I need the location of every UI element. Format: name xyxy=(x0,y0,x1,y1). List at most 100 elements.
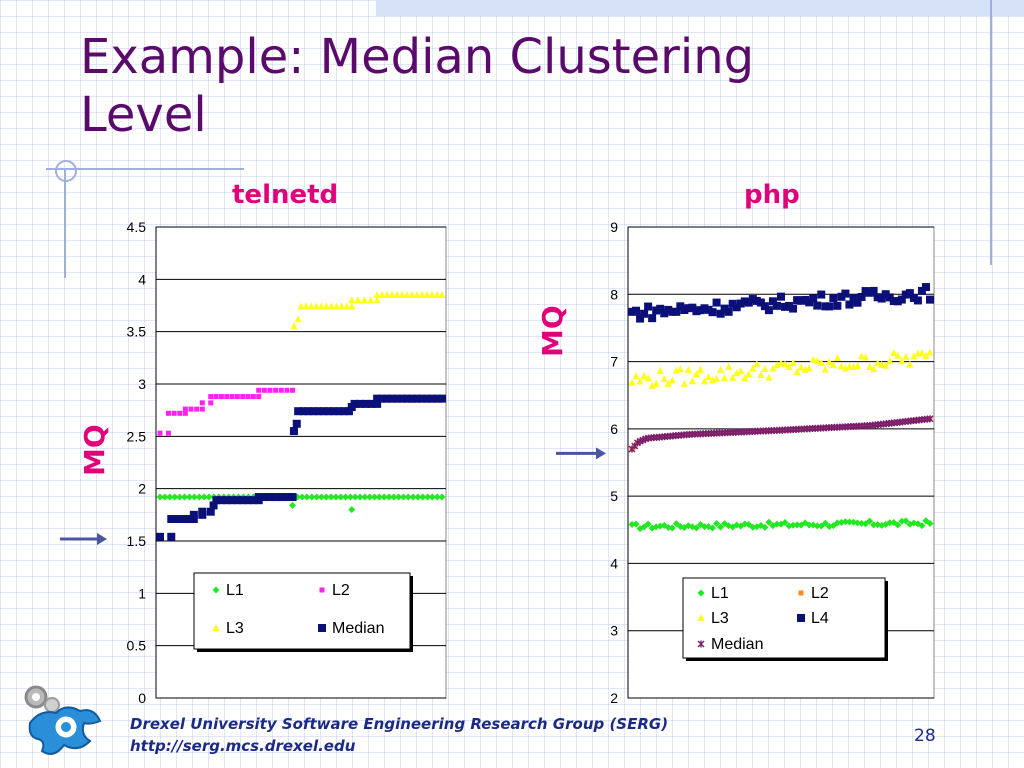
php-l3-point xyxy=(733,369,741,377)
php-l4-point xyxy=(656,304,665,313)
php-l3-point xyxy=(761,364,769,372)
php-l3-point xyxy=(878,360,886,368)
php-l3-point xyxy=(676,365,684,373)
php-l4-point xyxy=(720,304,729,313)
php-l3-point xyxy=(632,372,640,380)
telnetd-l1-point xyxy=(409,493,417,501)
php-l4-point xyxy=(841,289,850,298)
php-y-tick-label: 8 xyxy=(610,286,618,302)
telnetd-l1-point xyxy=(399,493,407,501)
php-y-tick-label: 7 xyxy=(610,354,618,370)
telnetd-l2-point xyxy=(250,394,256,400)
php-l4-point xyxy=(913,296,922,305)
telnetd-l1-point xyxy=(303,493,311,501)
php-l3-point xyxy=(821,365,829,373)
php-l3-point xyxy=(902,352,910,360)
php-l4-point xyxy=(829,293,838,302)
php-l4-point xyxy=(797,296,806,305)
php-l4-point xyxy=(809,294,818,303)
php-l4-point xyxy=(881,290,890,299)
php-l4-point xyxy=(781,302,790,311)
php-l3-point xyxy=(700,377,708,385)
telnetd-median-point xyxy=(277,493,286,502)
php-l4-point xyxy=(724,307,733,316)
php-l4-point xyxy=(869,286,878,295)
telnetd-l3-point xyxy=(388,291,396,299)
php-l4-point xyxy=(772,301,781,310)
footer-url[interactable]: http://serg.mcs.drexel.edu xyxy=(130,737,356,755)
php-l4-point xyxy=(632,306,641,315)
php-l4-point xyxy=(652,306,661,315)
php-l3-point xyxy=(684,365,692,373)
php-l4-point xyxy=(813,301,822,310)
telnetd-median-point xyxy=(398,394,407,403)
telnetd-median-point xyxy=(292,419,301,428)
php-l3-point xyxy=(745,370,753,378)
php-l4-point xyxy=(736,299,745,308)
php-l4-point xyxy=(857,292,866,301)
telnetd-l1-point xyxy=(438,493,446,501)
telnetd-l1-point xyxy=(200,493,208,501)
telnetd-median-point xyxy=(217,496,226,505)
php-l3-point xyxy=(713,374,721,382)
php-l4-point xyxy=(877,294,886,303)
telnetd-l1-point xyxy=(385,493,393,501)
php-l3-point xyxy=(729,373,737,381)
php-legend-marker xyxy=(697,589,705,597)
telnetd-l1-point xyxy=(327,493,335,501)
php-l1-point xyxy=(628,520,636,528)
php-l3-point xyxy=(854,361,862,369)
telnetd-l2-point xyxy=(208,394,214,400)
telnetd-l1-point xyxy=(195,493,203,501)
php-l4-point xyxy=(905,289,914,298)
php-l3-point xyxy=(753,360,761,368)
php-l4-point xyxy=(825,302,834,311)
telnetd-l2-point xyxy=(273,387,279,393)
telnetd-y-tick-label: 2 xyxy=(138,481,146,497)
php-l3-point xyxy=(910,352,918,360)
telnetd-l1-point xyxy=(161,493,169,501)
php-l3-point xyxy=(628,378,636,386)
telnetd-median-point xyxy=(319,407,328,416)
telnetd-l3-point xyxy=(290,322,298,330)
php-l1-point xyxy=(761,523,769,531)
telnetd-l3-point xyxy=(348,302,356,310)
telnetd-l1-point xyxy=(308,493,316,501)
php-l3-point xyxy=(773,361,781,369)
telnetd-l3-point xyxy=(398,291,406,299)
php-l3-point xyxy=(837,362,845,370)
telnetd-l1-point xyxy=(166,493,174,501)
php-legend-label: L3 xyxy=(711,610,729,627)
php-l3-point xyxy=(781,360,789,368)
php-l4-point xyxy=(785,301,794,310)
telnetd-l3-point xyxy=(333,302,341,310)
php-l3-point xyxy=(757,370,765,378)
telnetd-l3-point xyxy=(403,291,411,299)
right-decorative-line xyxy=(990,0,992,265)
php-l4-point xyxy=(740,297,749,306)
title-underline xyxy=(46,168,244,170)
telnetd-median-point xyxy=(299,407,308,416)
php-l4-point xyxy=(764,306,773,315)
php-y-tick-label: 9 xyxy=(610,219,618,235)
page-number: 28 xyxy=(914,726,936,746)
telnetd-l1-point xyxy=(190,493,198,501)
telnetd-y-tick-label: 2.5 xyxy=(127,428,147,444)
php-l3-point xyxy=(833,353,841,361)
telnetd-median-point xyxy=(388,394,397,403)
telnetd-y-tick-label: 4.5 xyxy=(127,219,147,235)
php-l4-point xyxy=(865,288,874,297)
telnetd-l2-point xyxy=(267,387,273,393)
php-l4-point xyxy=(684,304,693,313)
telnetd-l1-point xyxy=(424,493,432,501)
telnetd-legend-label: L1 xyxy=(226,582,244,599)
php-l3-point xyxy=(809,355,817,363)
slide-title: Example: Median Clustering Level xyxy=(80,29,755,143)
php-l4-point xyxy=(700,304,709,313)
telnetd-median-point xyxy=(367,399,376,408)
php-legend-marker xyxy=(797,614,805,622)
telnetd-median-point xyxy=(344,407,353,416)
telnetd-median-point xyxy=(178,515,187,524)
telnetd-l1-point xyxy=(351,493,359,501)
